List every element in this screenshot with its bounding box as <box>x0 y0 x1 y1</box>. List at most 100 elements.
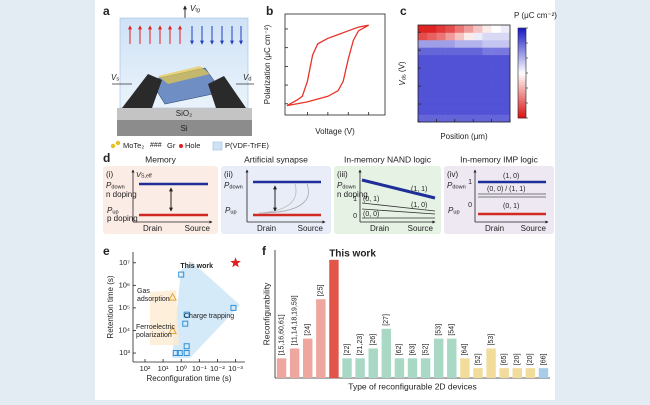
heat-cell <box>500 54 511 63</box>
heat-cell <box>500 77 511 85</box>
bar-label: [54] <box>449 324 456 336</box>
heat-cell <box>418 107 428 115</box>
heat-cell <box>491 39 502 48</box>
heat-cell <box>491 92 502 100</box>
bar-label: [27] <box>383 314 390 326</box>
heat-cell <box>500 62 511 71</box>
bar-label: [53] <box>488 334 495 346</box>
bar <box>525 368 536 378</box>
heat-cell <box>473 25 483 33</box>
diagram-index: (i) <box>106 170 113 179</box>
heat-cell <box>482 25 492 33</box>
heat-cell <box>427 84 437 93</box>
heat-cell <box>491 25 502 33</box>
colorbar-segment <box>518 61 526 65</box>
source-label: Source <box>521 224 547 233</box>
text-part: P <box>106 181 112 190</box>
series-label: Gas adsorption <box>137 288 170 303</box>
heat-cell <box>500 99 511 108</box>
heat-cell <box>427 54 437 63</box>
text-part: P <box>448 206 454 215</box>
heat-cell <box>418 69 428 78</box>
heat-cell <box>482 47 492 56</box>
heat-cell <box>473 99 483 108</box>
heat-cell <box>482 92 492 100</box>
heat-cell <box>418 25 428 33</box>
x-tick-label: 10¹ <box>158 364 169 373</box>
x-tick-label: 10⁰ <box>176 364 187 373</box>
heat-cell <box>491 62 502 71</box>
text-part: V <box>111 73 117 82</box>
bar-label: [66] <box>540 353 547 365</box>
upper-label: n doping <box>106 190 137 199</box>
upper-label: Pdown <box>447 181 466 191</box>
colorbar-segment <box>518 95 526 99</box>
bar-label: [22] <box>344 344 351 356</box>
text-part: V <box>190 4 196 13</box>
heat-cell <box>464 69 474 78</box>
heat-cell <box>436 92 446 100</box>
heat-cell <box>418 32 428 41</box>
heat-cell <box>491 69 502 78</box>
text-part: V <box>136 170 142 179</box>
y-tick-label: 10⁶ <box>119 280 130 289</box>
text-part: Gas <box>137 288 150 295</box>
heat-cell <box>482 69 492 78</box>
drain-label: Vd <box>243 73 251 83</box>
heat-cell <box>473 39 483 48</box>
oxide-label: SiO₂ <box>176 109 192 118</box>
series-label: Ferroelectric polarization <box>136 324 175 339</box>
source-label: Source <box>185 224 211 233</box>
colorbar-segment <box>518 37 526 40</box>
heat-cell <box>436 69 446 78</box>
heat-cell <box>445 47 456 56</box>
diagram-index: (ii) <box>224 170 233 179</box>
diagram-title: In-memory IMP logic <box>460 154 539 164</box>
state-label: (0, 1) <box>363 196 379 203</box>
heat-cell <box>427 114 437 123</box>
text-part: down <box>229 185 242 191</box>
colorbar-segment <box>518 70 526 74</box>
heat-cell <box>473 62 483 71</box>
heat-cell <box>454 114 465 123</box>
diagram-index: (iv) <box>447 170 458 179</box>
heat-cell <box>464 114 474 123</box>
bar-label: [25] <box>318 284 325 296</box>
device-illustration: ### <box>110 5 254 151</box>
colorbar-segment <box>518 86 526 90</box>
heat-cell <box>464 47 474 56</box>
heat-cell <box>436 39 446 48</box>
colorbar-segment <box>518 82 526 85</box>
bar <box>289 348 300 378</box>
x-tick-label: 10² <box>140 364 151 373</box>
text-part: down <box>111 185 124 191</box>
text-part: s <box>116 77 119 83</box>
text-part: tg <box>195 8 200 14</box>
heat-cell <box>436 54 446 63</box>
heat-cell <box>500 92 511 100</box>
heat-cell <box>491 54 502 63</box>
heat-cell <box>473 54 483 63</box>
heat-cell <box>491 32 502 41</box>
square-point <box>183 343 190 350</box>
text-part: up <box>230 210 236 216</box>
text-part: V <box>243 73 249 82</box>
heat-cell <box>445 107 456 115</box>
bar <box>381 328 392 378</box>
heat-cell <box>473 77 483 85</box>
text-part: V <box>398 80 407 86</box>
colorbar-segment <box>518 113 526 117</box>
heat-cell <box>445 62 456 71</box>
heat-cell <box>464 84 474 93</box>
charge-trapping-region <box>172 262 240 358</box>
x-axis-label: Type of reconfigurable 2D devices <box>348 381 477 391</box>
text-part: adsorption <box>137 296 170 303</box>
bar-label: [15,16,60,61] <box>278 314 285 355</box>
colorbar-segment <box>518 41 526 45</box>
series-label: This work <box>180 263 213 270</box>
colorbar-segment <box>518 93 526 96</box>
legend-label: Gr <box>167 141 176 150</box>
colorbar-segment <box>518 91 526 94</box>
colorbar-segment <box>518 39 526 42</box>
y-tick-label: 10⁵ <box>119 303 130 312</box>
